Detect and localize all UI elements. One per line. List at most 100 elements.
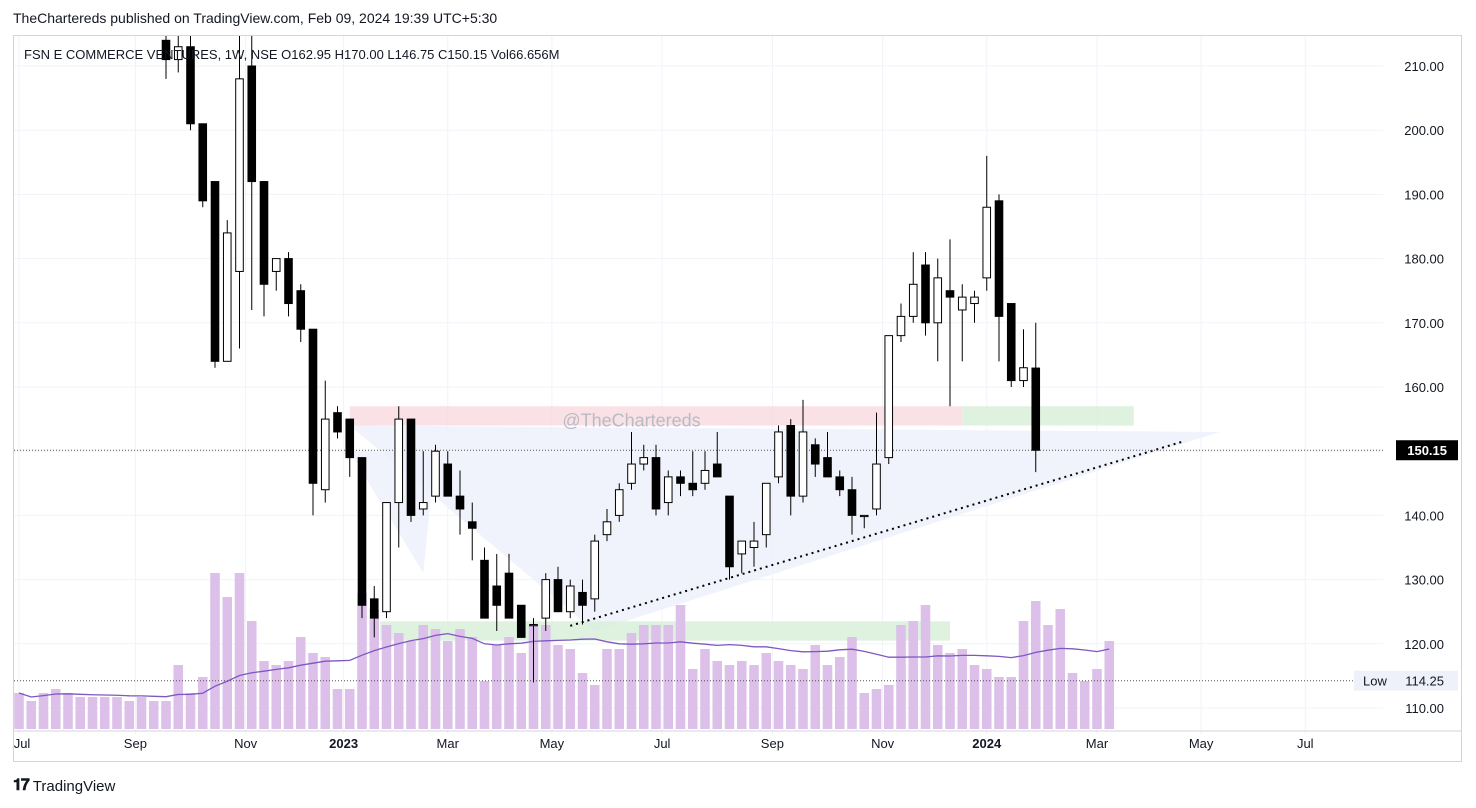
volume-bar xyxy=(565,649,576,729)
candle-body xyxy=(676,476,685,484)
candle-body xyxy=(688,482,698,491)
candle-body xyxy=(1006,303,1016,382)
candle-body xyxy=(614,489,624,516)
volume-bar xyxy=(920,605,931,729)
candle-body xyxy=(406,418,416,516)
time-tick-label: Mar xyxy=(1086,736,1109,751)
candle-body xyxy=(271,258,281,272)
volume-bar xyxy=(369,609,380,729)
last-price-badge xyxy=(1396,440,1458,461)
volume-bar xyxy=(50,689,61,729)
candle-body xyxy=(541,579,551,619)
volume-bar xyxy=(736,661,747,729)
candle-body xyxy=(957,296,967,311)
tradingview-brand: TradingView xyxy=(32,777,116,795)
candle-body xyxy=(492,585,502,606)
candle-body xyxy=(173,46,183,61)
volume-bar xyxy=(320,657,331,729)
price-tick-label: 180.00 xyxy=(1404,252,1444,267)
volume-bar xyxy=(945,653,955,729)
watermark-text: @TheChartereds xyxy=(562,411,700,431)
volume-bar xyxy=(626,633,637,729)
volume-bar xyxy=(957,649,968,729)
time-tick-label: May xyxy=(540,736,565,751)
volume-bar xyxy=(724,665,735,729)
volume-bar xyxy=(687,669,698,729)
candle-body xyxy=(627,463,636,484)
ohlc-value: L146.75 xyxy=(384,47,435,62)
volume-bar xyxy=(589,685,600,729)
volume-bar xyxy=(161,701,171,729)
volume-bar xyxy=(185,693,196,729)
symbol-ohlc-header: FSN E COMMERCE VENTURES, 1W, NSE O162.95… xyxy=(24,47,559,62)
time-tick-label: Sep xyxy=(761,736,784,751)
candle-body xyxy=(945,290,955,298)
candle-body xyxy=(823,457,832,478)
volume-bar xyxy=(381,625,392,729)
candle-body xyxy=(308,328,318,484)
volume-bar xyxy=(344,689,355,729)
volume-bar xyxy=(112,697,122,729)
candle-body xyxy=(418,502,428,510)
volume-bar xyxy=(259,661,269,729)
time-tick-label: Jul xyxy=(14,736,30,751)
time-tick-label: Mar xyxy=(437,736,460,751)
time-tick-label: 2023 xyxy=(329,736,358,751)
volume-bar xyxy=(981,669,992,729)
candle-body xyxy=(284,258,293,305)
price-tick-label: 200.00 xyxy=(1404,123,1444,138)
volume-bar xyxy=(1055,609,1066,729)
candle-body xyxy=(933,277,943,324)
candle-body xyxy=(210,181,220,362)
candle-body xyxy=(921,264,930,324)
price-tick-label: 130.00 xyxy=(1404,573,1444,588)
volume-bar xyxy=(283,661,294,729)
candle-body xyxy=(835,476,845,491)
volume-bar xyxy=(1067,673,1078,729)
volume-bar xyxy=(308,653,318,729)
last-price-label: 150.15 xyxy=(1407,443,1447,458)
candle-body xyxy=(761,482,771,536)
candle-body xyxy=(516,604,526,638)
low-badge xyxy=(1354,670,1458,691)
time-tick-label: 2024 xyxy=(972,736,1002,751)
low-label: Low xyxy=(1363,674,1387,689)
candle-body xyxy=(455,495,465,510)
candle-body xyxy=(345,418,355,459)
volume-bar xyxy=(1018,621,1029,729)
candle-body xyxy=(565,585,575,613)
volume-bar xyxy=(1079,681,1090,729)
candle-body xyxy=(749,540,759,548)
volume-bar xyxy=(822,665,833,729)
candle-body xyxy=(247,65,257,183)
volume-bar xyxy=(26,701,37,729)
volume-bar xyxy=(785,665,796,729)
volume-bar xyxy=(222,597,233,729)
candle-body xyxy=(320,418,330,491)
candle-body xyxy=(712,463,722,478)
volume-bar xyxy=(99,697,110,729)
volume-bar xyxy=(491,645,502,729)
candle-body xyxy=(590,540,600,600)
candle-body xyxy=(810,444,820,465)
candle-body xyxy=(1031,367,1041,451)
price-tick-label: 120.00 xyxy=(1404,637,1444,652)
chart-frame[interactable]: @TheChartereds FSN E COMMERCE VENTURES, 1… xyxy=(13,35,1462,762)
candle-body xyxy=(369,598,379,619)
candle-body xyxy=(443,463,453,497)
candle-body xyxy=(847,489,857,516)
volume-bar xyxy=(1104,641,1115,729)
volume-bar xyxy=(871,689,882,729)
volume-bar xyxy=(969,665,980,729)
volume-ma-line xyxy=(18,632,1110,698)
ohlc-value: C150.15 xyxy=(434,47,487,62)
candle-body xyxy=(504,572,514,619)
candle-body xyxy=(394,418,404,504)
price-chart[interactable]: @TheChartereds FSN E COMMERCE VENTURES, 1… xyxy=(14,36,1461,761)
low-value-label: 114.25 xyxy=(1405,674,1444,689)
price-tick-label: 160.00 xyxy=(1404,380,1444,395)
volume-bar xyxy=(773,661,784,729)
volume-bar xyxy=(418,625,429,729)
candle-body xyxy=(994,200,1004,317)
candle-body xyxy=(982,206,992,279)
